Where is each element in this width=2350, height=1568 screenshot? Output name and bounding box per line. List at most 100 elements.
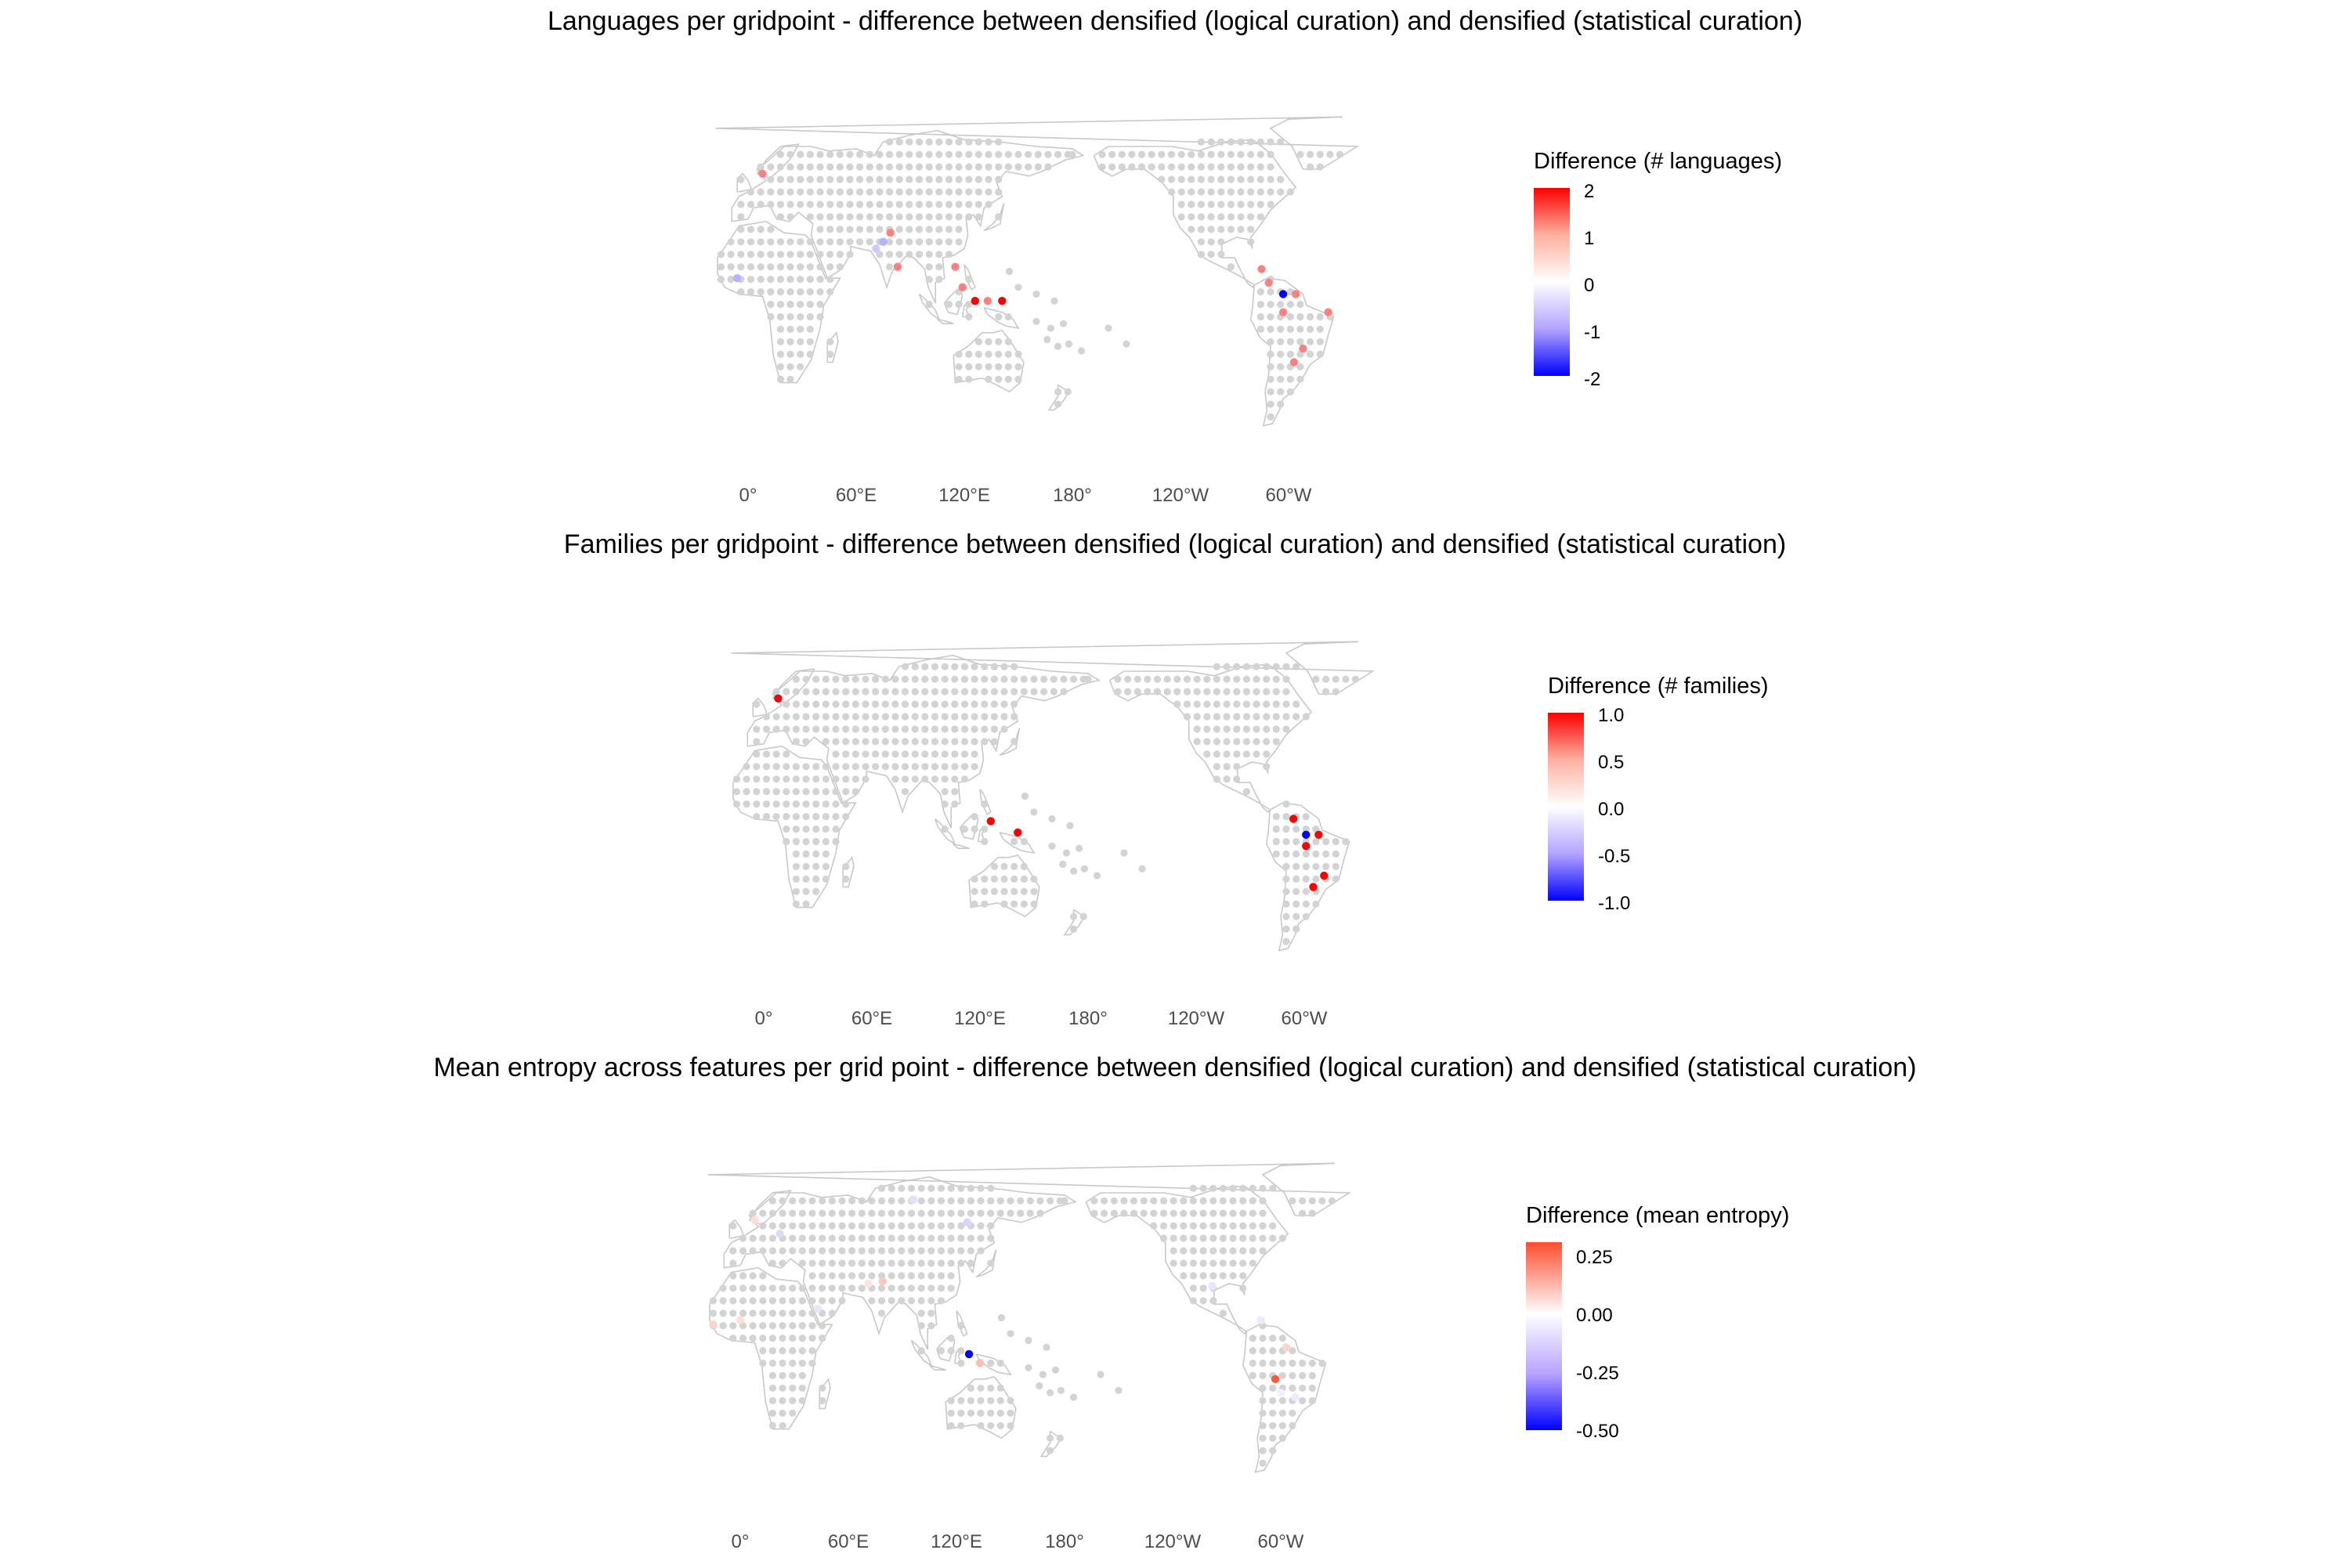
difference-point: [1278, 290, 1288, 298]
gridpoint: [1267, 325, 1274, 333]
gridpoint: [1277, 375, 1285, 383]
gridpoint: [757, 238, 765, 246]
difference-point: [1302, 842, 1311, 851]
gridpoint: [786, 375, 794, 383]
gridpoint: [1080, 865, 1088, 873]
coastline: [819, 1377, 831, 1410]
gridpoint: [1322, 850, 1330, 858]
gridpoint: [789, 1396, 797, 1404]
gridpoint: [816, 175, 824, 183]
gridpoint: [812, 875, 820, 883]
gridpoint: [797, 338, 804, 345]
gridpoint: [789, 1322, 797, 1330]
gridpoint: [1014, 350, 1022, 358]
gridpoint: [901, 788, 909, 796]
gridpoint: [1292, 713, 1300, 721]
gridpoint: [925, 226, 933, 233]
gridpoint: [828, 1272, 836, 1280]
gridpoint: [768, 1197, 777, 1205]
gridpoint: [965, 276, 973, 284]
difference-point: [963, 1218, 972, 1227]
gridpoint: [1269, 1384, 1277, 1392]
gridpoint: [828, 1297, 836, 1305]
gridpoint: [737, 288, 745, 296]
gridpoint: [1249, 1184, 1256, 1192]
gridpoint: [1070, 925, 1078, 933]
gridpoint: [1114, 675, 1122, 683]
gridpoint: [806, 338, 814, 345]
gridpoint: [783, 800, 790, 808]
gridpoint: [1128, 163, 1136, 171]
gridpoint: [806, 301, 814, 309]
gridpoint: [709, 1310, 718, 1317]
gridpoint: [995, 363, 1003, 370]
gridpoint: [935, 138, 943, 146]
difference-point: [1292, 290, 1300, 298]
difference-point: [758, 169, 767, 178]
gridpoint: [1316, 350, 1324, 358]
gridpoint: [862, 700, 870, 708]
gridpoint: [957, 1322, 965, 1330]
gridpoint: [906, 188, 913, 196]
gridpoint: [888, 1247, 895, 1255]
gridpoint: [1036, 1382, 1043, 1390]
gridpoint: [729, 1259, 737, 1267]
gridpoint: [1020, 675, 1028, 683]
gridpoint: [1217, 213, 1225, 221]
gridpoint: [768, 1335, 777, 1342]
gridpoint: [792, 862, 801, 870]
gridpoint: [798, 1259, 806, 1267]
gridpoint: [1120, 1209, 1128, 1217]
gridpoint: [1239, 1234, 1247, 1242]
gridpoint: [915, 150, 924, 158]
gridpoint: [915, 213, 924, 221]
gridpoint: [798, 1335, 806, 1342]
gridpoint: [895, 188, 903, 196]
gridpoint: [1193, 738, 1201, 746]
gridpoint: [866, 213, 873, 221]
gridpoint: [911, 750, 919, 758]
gridpoint: [1269, 1396, 1277, 1404]
gridpoint: [1322, 862, 1330, 870]
gridpoint: [1307, 338, 1314, 345]
gridpoint: [1278, 1434, 1286, 1442]
gridpoint: [812, 713, 820, 721]
gridpoint: [1203, 675, 1211, 683]
gridpoint: [945, 150, 953, 158]
gridpoint: [719, 1310, 727, 1317]
gridpoint: [737, 213, 745, 221]
gridpoint: [812, 775, 820, 783]
gridpoint: [717, 251, 725, 258]
gridpoint: [826, 188, 834, 196]
gridpoint: [1267, 150, 1274, 158]
gridpoint: [1059, 320, 1068, 327]
gridpoint: [848, 1234, 856, 1242]
gridpoint: [1296, 325, 1304, 333]
gridpoint: [1036, 1197, 1044, 1205]
gridpoint: [798, 1247, 806, 1255]
gridpoint: [1308, 1371, 1316, 1379]
gridpoint: [846, 213, 854, 221]
gridpoint: [985, 350, 992, 358]
gridpoint: [797, 325, 804, 333]
gridpoint: [776, 263, 785, 271]
gridpoint: [951, 800, 959, 808]
gridpoint: [797, 288, 804, 296]
gridpoint: [812, 725, 820, 733]
gridpoint: [1217, 251, 1225, 258]
gridpoint: [1263, 713, 1271, 721]
gridpoint: [1322, 688, 1330, 695]
gridpoint: [941, 675, 949, 683]
gridpoint: [1278, 1359, 1286, 1367]
gridpoint: [802, 875, 810, 883]
gridpoint: [947, 1422, 955, 1429]
gridpoint: [862, 713, 870, 721]
gridpoint: [836, 251, 844, 258]
gridpoint: [1064, 388, 1072, 396]
gridpoint: [1223, 663, 1231, 670]
gridpoint: [1219, 1222, 1227, 1230]
gridpoint: [826, 338, 834, 345]
gridpoint: [1237, 163, 1245, 171]
coastline: [732, 745, 857, 909]
gridpoint: [1242, 688, 1250, 695]
